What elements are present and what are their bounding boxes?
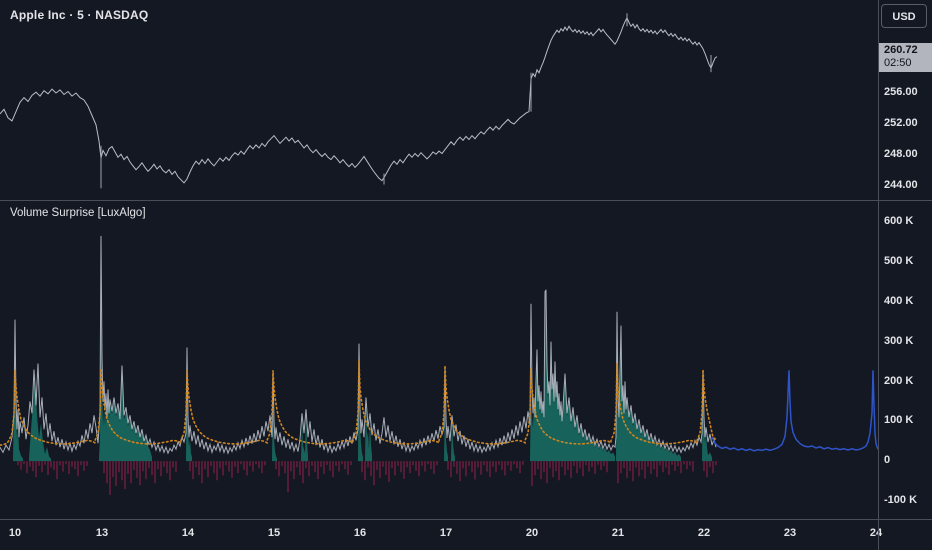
time-axis-tick: 17 — [439, 527, 453, 539]
last-price-tag: 260.72 02:50 — [879, 43, 932, 72]
last-price-value: 260.72 — [884, 44, 918, 56]
time-axis-tick: 22 — [697, 527, 711, 539]
price-axis-border — [878, 0, 879, 550]
volume-indicator-canvas[interactable] — [0, 200, 878, 519]
positive-surprise-fill — [301, 413, 308, 462]
positive-surprise-fill — [616, 316, 681, 462]
positive-surprise-fill — [272, 403, 277, 462]
positive-surprise-fill — [13, 325, 23, 462]
volume-axis-tick: 400 K — [884, 295, 914, 307]
positive-surprise-fill — [444, 405, 448, 462]
volume-axis-tick: -100 K — [884, 494, 918, 506]
price-axis-tick: 244.00 — [884, 179, 918, 191]
negative-surprise-bars — [17, 461, 717, 495]
volume-axis-tick: 500 K — [884, 255, 914, 267]
positive-surprise-fill — [530, 293, 615, 462]
actual-volume-line — [0, 235, 717, 455]
volume-axis-tick: 600 K — [884, 215, 914, 227]
volume-axis-tick: 0 — [884, 454, 891, 466]
indicator-title[interactable]: Volume Surprise [LuxAlgo] — [10, 207, 146, 219]
projected-volume-line — [711, 370, 878, 452]
price-wicks — [100, 13, 712, 189]
pane-divider[interactable] — [0, 200, 932, 201]
positive-surprise-fill — [99, 239, 152, 462]
time-axis-tick: 14 — [181, 527, 195, 539]
volume-axis-tick: 300 K — [884, 335, 914, 347]
time-axis-divider — [0, 519, 932, 520]
positive-surprise-fill — [29, 371, 51, 462]
time-axis-tick: 21 — [611, 527, 625, 539]
price-axis-tick: 252.00 — [884, 117, 918, 129]
symbol-title[interactable]: Apple Inc · 5 · NASDAQ — [10, 8, 149, 22]
bar-countdown: 02:50 — [884, 57, 912, 69]
currency-unit-button[interactable]: USD — [881, 4, 927, 28]
time-axis-tick: 10 — [8, 527, 22, 539]
price-chart-canvas[interactable] — [0, 0, 878, 200]
positive-surprise-fill — [451, 419, 455, 462]
volume-axis-tick: 200 K — [884, 375, 914, 387]
positive-surprise-fill — [702, 374, 712, 462]
time-axis-tick: 24 — [869, 527, 883, 539]
time-axis-tick: 23 — [783, 527, 797, 539]
price-axis-tick: 248.00 — [884, 148, 918, 160]
time-axis-tick: 20 — [525, 527, 539, 539]
time-axis-tick: 16 — [353, 527, 367, 539]
positive-surprise-fill — [365, 401, 372, 462]
time-axis-tick: 13 — [95, 527, 109, 539]
price-axis[interactable]: USD 260.72 02:50 256.00 252.00 248.00 244.0… — [878, 0, 932, 550]
price-axis-tick: 256.00 — [884, 86, 918, 98]
volume-axis-tick: 100 K — [884, 414, 914, 426]
time-axis-tick: 15 — [267, 527, 281, 539]
price-line — [0, 16, 718, 184]
positive-surprise-fill — [186, 351, 192, 462]
expected-volume-line — [0, 360, 717, 446]
